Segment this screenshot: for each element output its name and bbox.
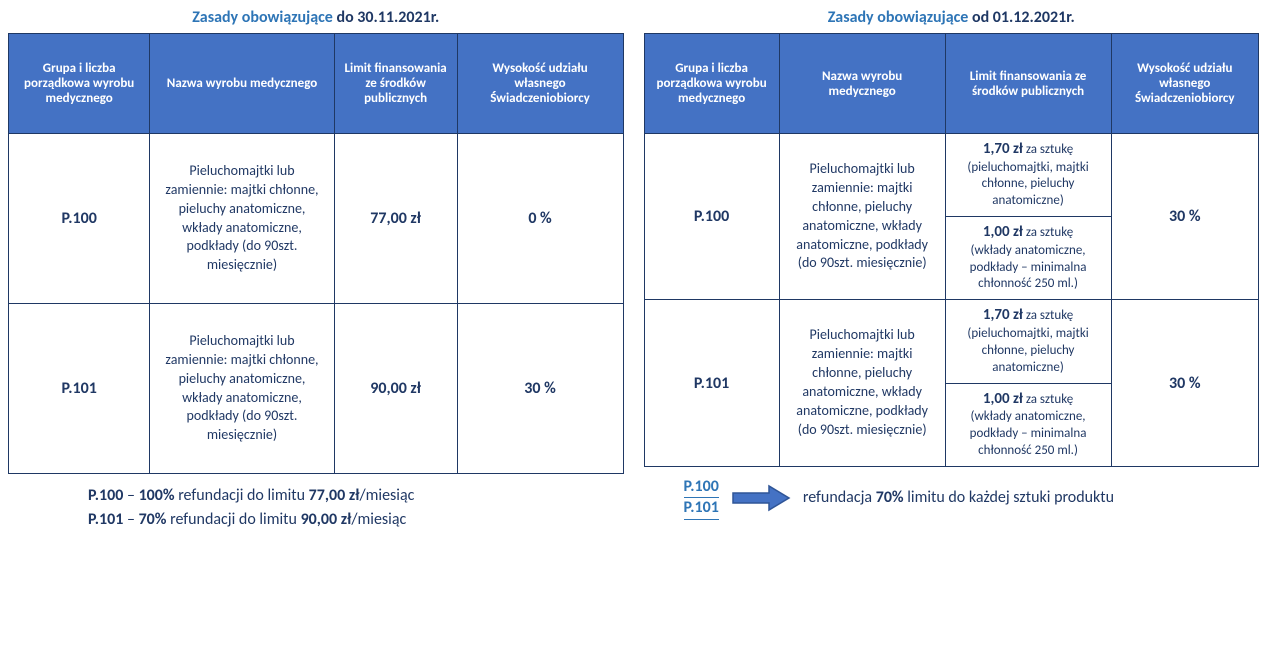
col-group: Grupa i liczba porządkowa wyrobu medyczn… [644, 34, 779, 134]
footer-before: P.100 – 100% refundacji do limitu 77,00 … [8, 484, 624, 532]
title-before-suffix: do 30.11.2021r. [336, 8, 439, 27]
col-group: Grupa i liczba porządkowa wyrobu medyczn… [9, 34, 150, 134]
footer-codes: P.100 P.101 [684, 477, 719, 521]
title-after-suffix: od 01.12.2021r. [972, 8, 1075, 27]
cell-desc: Pieluchomajtki lub zamiennie: majtki chł… [150, 134, 334, 304]
col-name: Nazwa wyrobu medycznego [150, 34, 334, 134]
cell-pct: 0 % [457, 134, 623, 304]
cell-code: P.100 [9, 134, 150, 304]
col-share: Wysokość udziału własnego Świadczeniobio… [457, 34, 623, 134]
title-before-prefix: Zasady obowiązujące [192, 8, 333, 27]
title-before: Zasady obowiązujące do 30.11.2021r. [8, 8, 624, 27]
cell-pct: 30 % [1111, 134, 1259, 300]
col-share: Wysokość udziału własnego Świadczeniobio… [1111, 34, 1259, 134]
title-after: Zasady obowiązujące od 01.12.2021r. [644, 8, 1260, 27]
table-row: P.100 Pieluchomajtki lub zamiennie: majt… [644, 134, 1259, 217]
footer-after: P.100 P.101 refundacja 70% limitu do każ… [644, 477, 1260, 521]
cell-code: P.101 [9, 304, 150, 474]
footer-line-2: P.101 – 70% refundacji do limitu 90,00 z… [88, 508, 624, 532]
cell-limit-a: 1,70 zł za sztukę (pieluchomajtki, majtk… [945, 300, 1111, 383]
table-row: P.101 Pieluchomajtki lub zamiennie: majt… [644, 300, 1259, 383]
arrow-right-icon [731, 484, 791, 512]
footer-text: refundacja 70% limitu do każdej sztuki p… [803, 486, 1114, 510]
col-limit: Limit finansowania ze środków publicznyc… [334, 34, 457, 134]
cell-code: P.101 [644, 300, 779, 466]
cell-desc: Pieluchomajtki lub zamiennie: majtki chł… [150, 304, 334, 474]
cell-limit-a: 1,70 zł za sztukę (pieluchomajtki, majtk… [945, 134, 1111, 217]
cell-limit: 90,00 zł [334, 304, 457, 474]
cell-limit-b: 1,00 zł za sztukę (wkłady anatomiczne, p… [945, 217, 1111, 300]
cell-code: P.100 [644, 134, 779, 300]
table-header-row: Grupa i liczba porządkowa wyrobu medyczn… [644, 34, 1259, 134]
panel-before: Zasady obowiązujące do 30.11.2021r. Grup… [8, 8, 624, 532]
cell-limit-b: 1,00 zł za sztukę (wkłady anatomiczne, p… [945, 383, 1111, 466]
footer-code-1: P.100 [684, 477, 719, 499]
title-after-prefix: Zasady obowiązujące [828, 8, 969, 27]
cell-pct: 30 % [1111, 300, 1259, 466]
footer-line-1: P.100 – 100% refundacji do limitu 77,00 … [88, 484, 624, 508]
footer-code-2: P.101 [684, 498, 719, 520]
cell-pct: 30 % [457, 304, 623, 474]
table-before: Grupa i liczba porządkowa wyrobu medyczn… [8, 33, 624, 474]
table-header-row: Grupa i liczba porządkowa wyrobu medyczn… [9, 34, 624, 134]
table-row: P.101 Pieluchomajtki lub zamiennie: majt… [9, 304, 624, 474]
panel-after: Zasady obowiązujące od 01.12.2021r. Grup… [644, 8, 1260, 532]
col-name: Nazwa wyrobu medycznego [779, 34, 945, 134]
cell-desc: Pieluchomajtki lub zamiennie: majtki chł… [779, 134, 945, 300]
table-after: Grupa i liczba porządkowa wyrobu medyczn… [644, 33, 1260, 467]
cell-limit: 77,00 zł [334, 134, 457, 304]
col-limit: Limit finansowania ze środków publicznyc… [945, 34, 1111, 134]
table-row: P.100 Pieluchomajtki lub zamiennie: majt… [9, 134, 624, 304]
cell-desc: Pieluchomajtki lub zamiennie: majtki chł… [779, 300, 945, 466]
